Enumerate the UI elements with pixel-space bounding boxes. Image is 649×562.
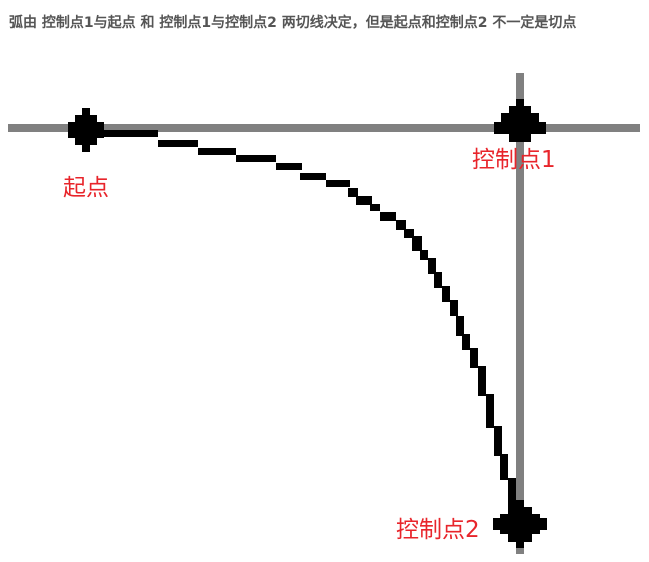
control-point-1-label: 控制点1 xyxy=(472,147,556,173)
start-point-label: 起点 xyxy=(63,175,109,201)
control-point-2-marker xyxy=(493,500,547,548)
tangent-line-horizontal xyxy=(8,124,640,132)
caption-text: 弧由 控制点1与起点 和 控制点1与控制点2 两切线决定，但是起点和控制点2 不… xyxy=(9,15,577,31)
arc-curve xyxy=(96,130,516,508)
control-point-1-marker xyxy=(494,99,546,142)
tangent-line-vertical xyxy=(516,73,524,554)
control-point-2-label: 控制点2 xyxy=(396,517,480,543)
start-point-marker xyxy=(68,108,104,152)
